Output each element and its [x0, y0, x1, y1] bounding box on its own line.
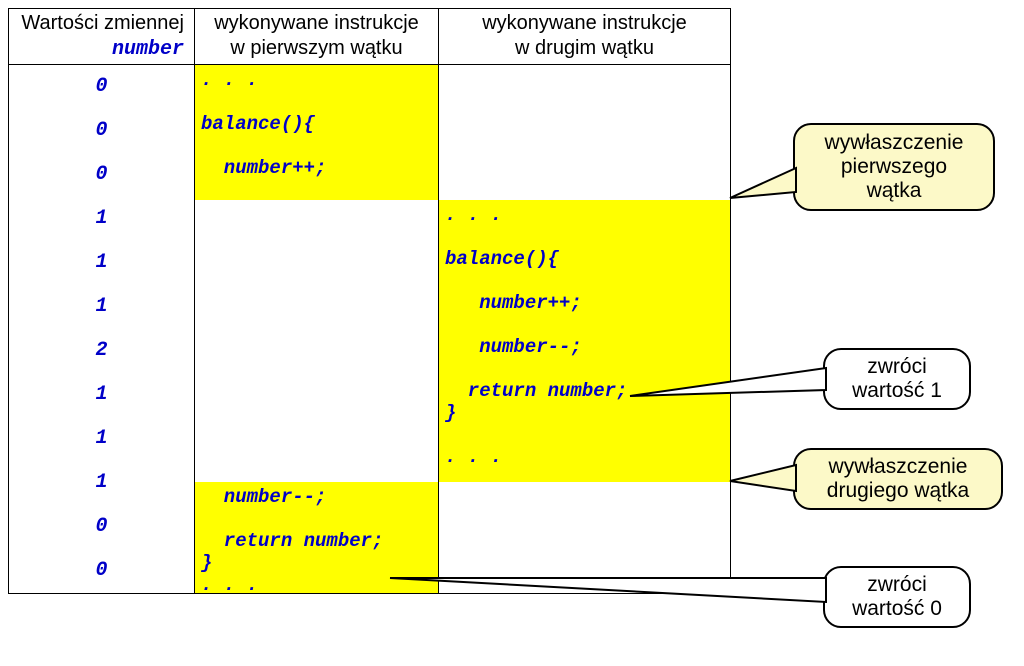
values-cell: 0 0 0 1 1 1 2 1 1 1 0 0 [9, 65, 195, 594]
header-thread2: wykonywane instrukcje w drugim wątku [439, 9, 731, 65]
value: 1 [9, 285, 194, 329]
callout-tail [728, 463, 798, 503]
thread1-cell: . . . balance(){ number++; number--; ret… [195, 65, 439, 594]
value: 0 [9, 505, 194, 549]
hdr-t1-l2: w pierwszym wątku [230, 37, 402, 59]
value: 1 [9, 197, 194, 241]
code-thread1-top: . . . balance(){ number++; [195, 65, 438, 200]
value: 1 [9, 241, 194, 285]
value: 1 [9, 373, 194, 417]
callout-tail [388, 568, 828, 618]
diagram-stage: Wartości zmiennej number wykonywane inst… [8, 8, 1016, 658]
hdr-val-line1: Wartości zmiennej [21, 12, 184, 34]
value: 0 [9, 153, 194, 197]
callout-text: wywłaszczenie pierwszego wątka [825, 131, 964, 203]
header-thread1: wykonywane instrukcje w pierwszym wątku [195, 9, 439, 65]
code-thread2-mid: . . . balance(){ number++; number--; ret… [439, 200, 730, 482]
callout-text: zwróci wartość 1 [852, 355, 942, 403]
callout-preempt-thread1: wywłaszczenie pierwszego wątka [793, 123, 995, 211]
value: 0 [9, 109, 194, 153]
value: 1 [9, 417, 194, 461]
hdr-t2-l2: w drugim wątku [515, 37, 654, 59]
thread-table: Wartości zmiennej number wykonywane inst… [8, 8, 731, 594]
thread2-cell: . . . balance(){ number++; number--; ret… [439, 65, 731, 594]
hdr-val-var: number [112, 38, 184, 61]
callout-text: wywłaszczenie drugiego wątka [827, 455, 969, 503]
value: 1 [9, 461, 194, 505]
value: 0 [9, 65, 194, 109]
value: 0 [9, 549, 194, 593]
hdr-t1-l1: wykonywane instrukcje [214, 12, 419, 34]
body-row: 0 0 0 1 1 1 2 1 1 1 0 0 . . . balance(){… [9, 65, 731, 594]
callout-return-0: zwróci wartość 0 [823, 566, 971, 628]
hdr-t2-l1: wykonywane instrukcje [482, 12, 687, 34]
header-row: Wartości zmiennej number wykonywane inst… [9, 9, 731, 65]
header-values: Wartości zmiennej number [9, 9, 195, 65]
callout-text: zwróci wartość 0 [852, 573, 942, 621]
callout-preempt-thread2: wywłaszczenie drugiego wątka [793, 448, 1003, 510]
callout-tail [728, 158, 798, 208]
value: 2 [9, 329, 194, 373]
callout-tail [628, 366, 828, 406]
callout-return-1: zwróci wartość 1 [823, 348, 971, 410]
